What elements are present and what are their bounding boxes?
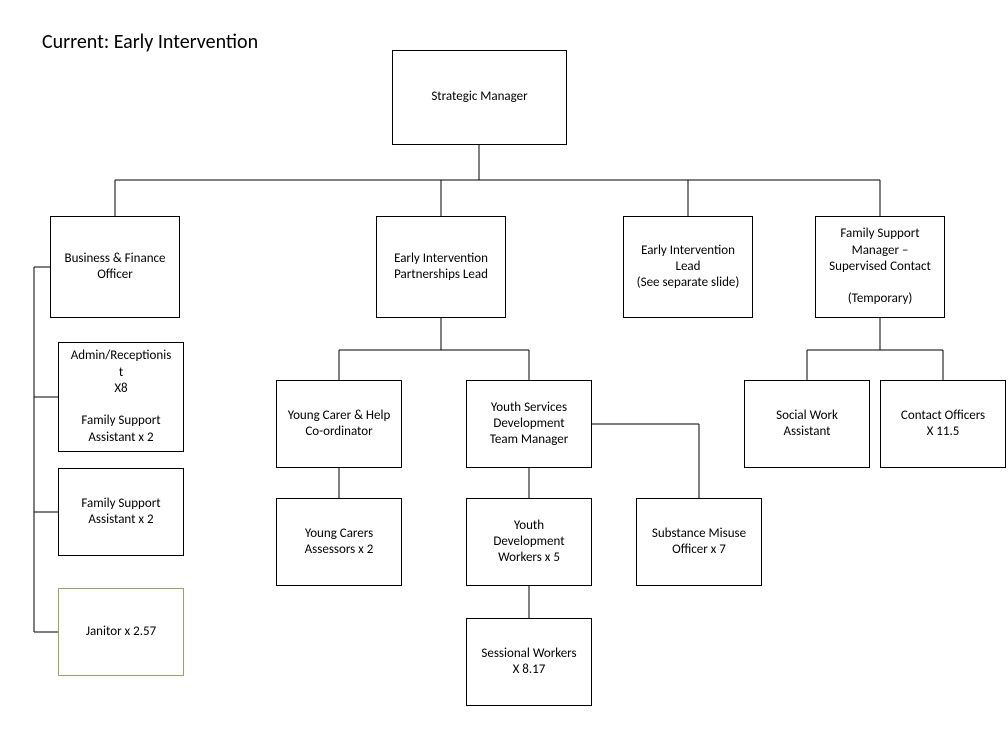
- org-node-contact-officers: Contact Officers X 11.5: [880, 380, 1006, 468]
- org-node-young-carer-coord: Young Carer & Help Co-ordinator: [276, 380, 402, 468]
- org-node-youth-dev-workers: Youth Development Workers x 5: [466, 498, 592, 586]
- org-node-business-finance-officer: Business & Finance Officer: [50, 216, 180, 318]
- org-node-ei-lead: Early Intervention Lead (See separate sl…: [623, 216, 753, 318]
- org-node-janitor: Janitor x 2.57: [58, 588, 184, 676]
- org-node-strategic-manager: Strategic Manager: [392, 50, 567, 145]
- org-node-family-support-assistant-2: Family Support Assistant x 2: [58, 468, 184, 556]
- org-node-substance-misuse-officer: Substance Misuse Officer x 7: [636, 498, 762, 586]
- org-node-social-work-assistant: Social Work Assistant: [744, 380, 870, 468]
- page-title: Current: Early Intervention: [42, 30, 258, 54]
- org-node-sessional-workers: Sessional Workers X 8.17: [466, 618, 592, 706]
- org-node-youth-services-dev-mgr: Youth Services Development Team Manager: [466, 380, 592, 468]
- org-node-ei-partnerships-lead: Early Intervention Partnerships Lead: [376, 216, 506, 318]
- org-node-family-support-manager: Family Support Manager – Supervised Cont…: [815, 216, 945, 318]
- org-node-admin-receptionist: Admin/Receptionis t X8 Family Support As…: [58, 342, 184, 452]
- org-node-young-carers-assessors: Young Carers Assessors x 2: [276, 498, 402, 586]
